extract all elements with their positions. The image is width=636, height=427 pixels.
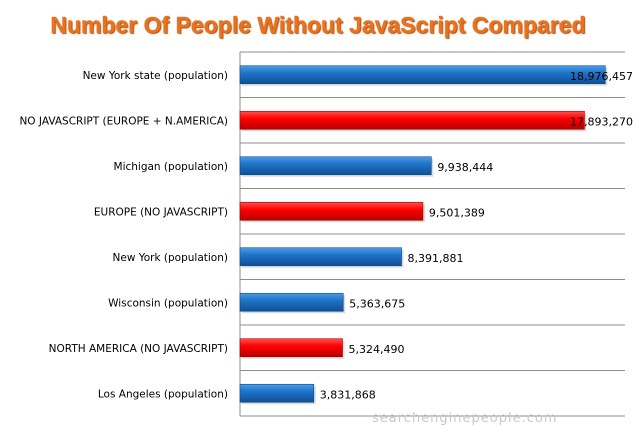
bar <box>239 383 315 403</box>
category-label: New York (population) <box>113 252 229 264</box>
data-label: 5,324,490 <box>348 343 404 356</box>
data-label: 3,831,868 <box>320 388 376 401</box>
category-label: NORTH AMERICA (NO JAVASCRIPT) <box>49 343 228 355</box>
data-label: 9,501,389 <box>429 206 485 219</box>
category-label: Michigan (population) <box>114 161 228 173</box>
bar <box>239 292 344 312</box>
bar <box>239 156 432 176</box>
category-label: Los Angeles (population) <box>98 388 228 400</box>
bar <box>239 247 402 267</box>
data-label: 18,976,457 <box>570 70 633 83</box>
bar <box>239 201 424 221</box>
category-label: EUROPE (NO JAVASCRIPT) <box>94 206 228 218</box>
data-label: 17,893,270 <box>570 115 633 128</box>
category-label: New York state (population) <box>83 70 228 82</box>
bar <box>239 338 343 358</box>
data-label: 5,363,675 <box>349 297 405 310</box>
watermark: searchenginepeople.com <box>372 411 558 426</box>
data-label: 9,938,444 <box>437 161 493 174</box>
data-label: 8,391,881 <box>408 252 464 265</box>
category-label: Wisconsin (population) <box>108 297 228 309</box>
category-label: NO JAVASCRIPT (EUROPE + N.AMERICA) <box>19 115 228 127</box>
bar <box>239 65 606 85</box>
chart-title: Number Of People Without JavaScript Comp… <box>50 12 586 38</box>
bar <box>239 110 585 130</box>
